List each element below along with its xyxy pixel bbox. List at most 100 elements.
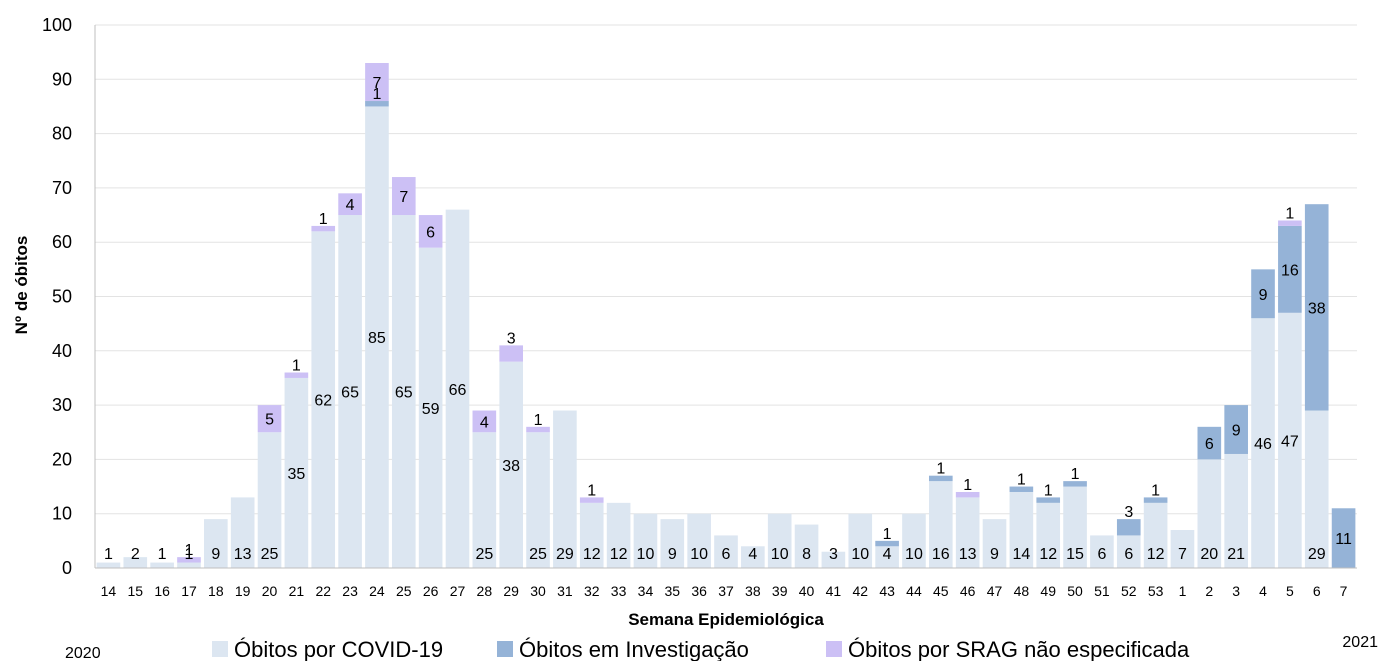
x-tick-label: 24: [369, 583, 385, 599]
data-label: 3: [1124, 504, 1133, 521]
bar-segment: [553, 410, 577, 568]
data-label: 1: [883, 526, 892, 543]
data-label: 38: [1308, 300, 1326, 317]
bar-segment: [579, 502, 604, 568]
data-label: 35: [287, 466, 305, 483]
bar-segment: [365, 101, 389, 107]
data-label: 1: [1044, 482, 1053, 499]
x-tick-label: 3: [1232, 583, 1240, 599]
bar-segment: [902, 513, 926, 568]
x-tick-label: 43: [879, 583, 895, 599]
bar-segment: [1224, 453, 1248, 568]
y-tick-label: 90: [52, 69, 72, 89]
data-label: 16: [1281, 262, 1299, 279]
x-tick-label: 49: [1040, 583, 1056, 599]
data-label: 9: [990, 546, 999, 563]
x-tick-label: 15: [127, 583, 143, 599]
data-label: 29: [556, 546, 574, 563]
bar-segment: [1278, 312, 1302, 568]
bar-segment: [1197, 426, 1222, 460]
data-label: 1: [372, 86, 381, 103]
data-label: 1: [936, 461, 945, 478]
data-label: 10: [905, 546, 923, 563]
data-label: 1: [1285, 205, 1294, 222]
data-label: 20: [1200, 546, 1218, 563]
bar-segment: [1143, 502, 1168, 568]
data-label: 13: [234, 546, 252, 563]
data-label: 85: [368, 330, 386, 347]
legend-label: Óbitos por SRAG não especificada: [848, 637, 1190, 661]
x-tick-label: 25: [396, 583, 412, 599]
data-label: 25: [261, 546, 279, 563]
data-label: 3: [829, 546, 838, 563]
bar-segment: [177, 562, 201, 568]
bar-segment: [365, 63, 389, 102]
data-label: 66: [449, 382, 467, 399]
bar-segment: [579, 497, 604, 503]
data-label: 46: [1254, 436, 1272, 453]
y-axis-title: Nº de óbitos: [12, 236, 31, 335]
bar-segment: [982, 519, 1007, 568]
x-tick-label: 7: [1340, 583, 1348, 599]
x-tick-label: 20: [262, 583, 278, 599]
data-label: 12: [1147, 546, 1165, 563]
y-tick-label: 100: [42, 15, 72, 35]
bar-segment: [365, 106, 389, 568]
x-tick-label: 2: [1205, 583, 1213, 599]
data-label: 14: [1012, 546, 1030, 563]
data-label: 1: [1071, 466, 1080, 483]
bar-segment: [767, 513, 792, 568]
data-label: 3: [507, 330, 516, 347]
data-label: 4: [480, 414, 489, 431]
data-label: 1: [185, 546, 194, 563]
data-label: 9: [1259, 287, 1268, 304]
x-tick-label: 19: [235, 583, 251, 599]
bar-segment: [204, 519, 228, 568]
x-tick-label: 21: [289, 583, 305, 599]
x-tick-label: 47: [987, 583, 1003, 599]
bar-segment: [257, 432, 282, 568]
bar-segment: [284, 377, 309, 568]
bar-segment: [499, 361, 524, 568]
bar-segment: [794, 524, 819, 568]
x-tick-label: 52: [1121, 583, 1137, 599]
x-tick-label: 39: [772, 583, 788, 599]
data-label: 5: [265, 412, 274, 429]
data-label: 8: [802, 546, 811, 563]
x-tick-label: 27: [450, 583, 466, 599]
x-axis-ticks: 14 15 16 17 18 19 20 21 22 23 24 25 26 27 28 29 30 31 32 33…: [101, 583, 1348, 599]
bar-segment: [472, 410, 497, 433]
bar-segment: [445, 209, 470, 568]
data-label: 1: [1017, 472, 1026, 489]
bar-segment: [1090, 535, 1114, 568]
bar-segment: [955, 491, 980, 498]
x-tick-label: 42: [852, 583, 868, 599]
bar-segment: [1170, 529, 1195, 568]
y-tick-label: 60: [52, 232, 72, 252]
data-label: 2: [131, 546, 140, 563]
data-label: 1: [158, 546, 167, 563]
x-tick-label: 46: [960, 583, 976, 599]
data-label: 59: [422, 401, 440, 418]
bar-segment: [1009, 486, 1034, 492]
x-tick-label: 48: [1014, 583, 1030, 599]
x-tick-label: 37: [718, 583, 734, 599]
bar-segment: [391, 215, 416, 569]
bar-segment: [660, 519, 685, 568]
bar-segment: [1278, 225, 1302, 313]
data-label: 16: [932, 546, 950, 563]
data-label: 1: [534, 412, 543, 429]
bar-segment: [1116, 519, 1141, 536]
bar-segment: [499, 345, 524, 362]
bar-segment: [1009, 491, 1034, 568]
data-label: 10: [851, 546, 869, 563]
data-label: 1: [319, 211, 328, 228]
bar-segment: [875, 546, 899, 568]
data-label: 4: [883, 546, 892, 563]
bar-segment: [150, 562, 174, 568]
bar-segment: [123, 557, 148, 568]
bar-segment: [955, 497, 980, 568]
bars: [96, 63, 1356, 569]
bar-segment: [875, 540, 899, 547]
data-label: 6: [1097, 546, 1106, 563]
